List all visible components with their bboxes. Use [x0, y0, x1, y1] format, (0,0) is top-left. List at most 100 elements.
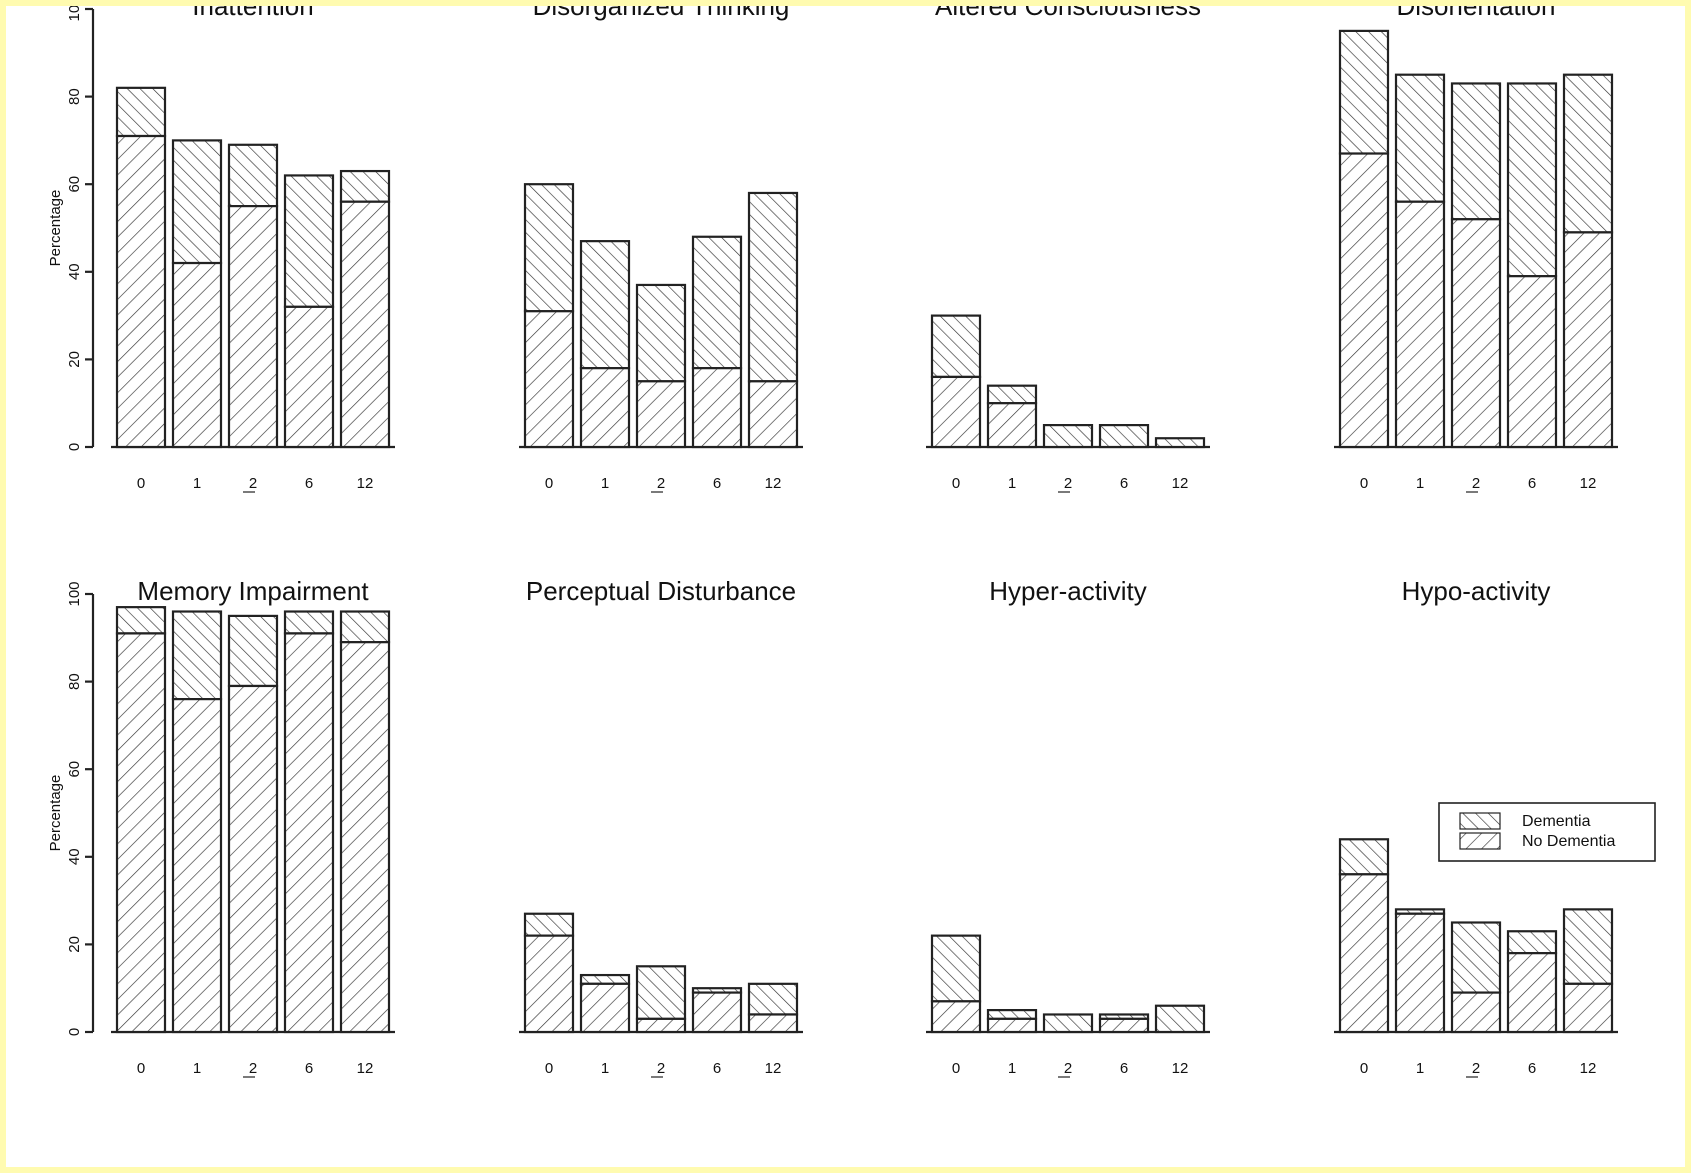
bar-dementia: [171, 139, 223, 265]
bar-dementia: [283, 610, 335, 635]
figure-frame: Inattention 0 20 40 60 80 100 Percentage 0 1 2 6 12 D…: [6, 6, 1685, 1167]
x-tick-label: 1: [193, 1060, 201, 1077]
y-axis-label: Percentage: [47, 190, 64, 267]
x-tick-label: 2: [249, 1060, 257, 1077]
bar-no-dementia: [1506, 952, 1558, 1034]
bar-dementia: [339, 610, 391, 644]
bar-dementia: [1338, 838, 1390, 876]
bar-dementia: [1154, 437, 1206, 449]
x-tick-label: 6: [1120, 475, 1128, 492]
bar-dementia: [691, 235, 743, 370]
bar-no-dementia: [1562, 231, 1614, 449]
bar-dementia: [635, 283, 687, 383]
bar-dementia: [986, 1008, 1038, 1020]
y-tick-label: 60: [66, 761, 83, 778]
x-tick-label: 0: [952, 475, 960, 492]
panel: Memory Impairment 0 20 40 60 80 100 Percentage 0…: [47, 576, 395, 1078]
x-tick-label: 2: [657, 1060, 665, 1077]
bar-no-dementia: [579, 367, 631, 449]
x-tick-label: 0: [1360, 475, 1368, 492]
y-tick-label: 80: [66, 88, 83, 105]
x-tick-label: 6: [305, 475, 313, 492]
bar-dementia: [115, 606, 167, 635]
legend-label: Dementia: [1522, 813, 1591, 830]
panel-title: Hypo-activity: [1402, 576, 1551, 606]
panel-title: Altered Consciousness: [935, 6, 1201, 21]
bar-no-dementia: [171, 261, 223, 449]
x-tick-label: 12: [1580, 1060, 1597, 1077]
y-tick-label: 100: [66, 6, 83, 22]
y-tick-label: 20: [66, 351, 83, 368]
x-tick-label: 12: [357, 475, 374, 492]
bar-no-dementia: [523, 310, 575, 449]
x-tick-label: 1: [1416, 1060, 1424, 1077]
bar-dementia: [1098, 424, 1150, 449]
panel-title: Hyper-activity: [989, 576, 1146, 606]
bar-dementia: [747, 191, 799, 383]
legend-label: No Dementia: [1522, 833, 1615, 850]
bar-no-dementia: [691, 367, 743, 449]
bar-no-dementia: [339, 641, 391, 1034]
bar-dementia: [747, 982, 799, 1016]
bar-dementia: [1338, 29, 1390, 155]
bar-no-dementia: [1394, 200, 1446, 449]
bar-no-dementia: [1338, 873, 1390, 1034]
bar-no-dementia: [1506, 275, 1558, 449]
x-tick-label: 2: [1064, 1060, 1072, 1077]
legend-swatch: [1459, 812, 1501, 830]
x-tick-label: 0: [952, 1060, 960, 1077]
x-tick-label: 12: [1580, 475, 1597, 492]
x-tick-label: 6: [1528, 475, 1536, 492]
bar-no-dementia: [1394, 912, 1446, 1034]
y-tick-label: 20: [66, 936, 83, 953]
bar-dementia: [635, 965, 687, 1020]
bar-no-dementia: [1450, 991, 1502, 1034]
bar-no-dementia: [171, 698, 223, 1034]
bar-no-dementia: [227, 205, 279, 449]
bar-no-dementia: [1450, 218, 1502, 449]
bar-no-dementia: [115, 632, 167, 1034]
y-tick-label: 40: [66, 848, 83, 865]
x-tick-label: 1: [1008, 475, 1016, 492]
x-tick-label: 1: [1008, 1060, 1016, 1077]
bar-dementia: [930, 314, 982, 379]
x-tick-label: 0: [137, 475, 145, 492]
x-tick-label: 2: [249, 475, 257, 492]
x-tick-label: 1: [193, 475, 201, 492]
bar-dementia: [1042, 1013, 1094, 1034]
x-tick-label: 6: [1120, 1060, 1128, 1077]
y-tick-label: 80: [66, 673, 83, 690]
bar-no-dementia: [115, 134, 167, 449]
panel-title: Perceptual Disturbance: [526, 576, 796, 606]
bar-no-dementia: [691, 991, 743, 1034]
panel-title: Inattention: [192, 6, 313, 21]
bar-dementia: [523, 183, 575, 313]
y-tick-label: 0: [66, 443, 83, 451]
x-tick-label: 6: [713, 475, 721, 492]
bar-no-dementia: [747, 380, 799, 449]
y-tick-label: 0: [66, 1028, 83, 1036]
panel-title: Memory Impairment: [137, 576, 369, 606]
bar-no-dementia: [339, 200, 391, 449]
bar-dementia: [339, 169, 391, 203]
bar-no-dementia: [283, 305, 335, 449]
x-tick-label: 0: [545, 1060, 553, 1077]
x-tick-label: 2: [657, 475, 665, 492]
x-tick-label: 12: [765, 1060, 782, 1077]
x-tick-label: 12: [357, 1060, 374, 1077]
bar-dementia: [1154, 1004, 1206, 1034]
bar-dementia: [930, 934, 982, 1003]
x-tick-label: 1: [1416, 475, 1424, 492]
x-tick-label: 6: [713, 1060, 721, 1077]
bar-dementia: [1450, 82, 1502, 221]
x-tick-label: 1: [601, 1060, 609, 1077]
bar-dementia: [1562, 908, 1614, 985]
legend: Dementia No Dementia: [1438, 802, 1656, 862]
bar-dementia: [1394, 73, 1446, 203]
bar-dementia: [579, 240, 631, 370]
bar-dementia: [1042, 424, 1094, 449]
